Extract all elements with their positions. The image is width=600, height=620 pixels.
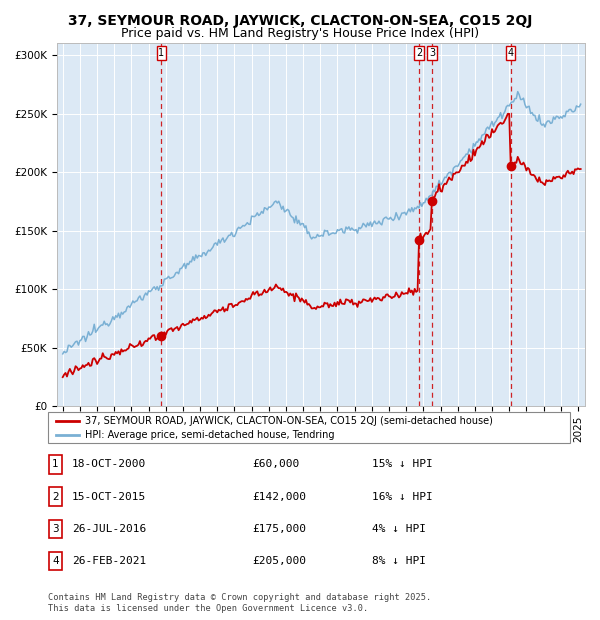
Text: 1: 1 — [158, 48, 164, 58]
Text: HPI: Average price, semi-detached house, Tendring: HPI: Average price, semi-detached house,… — [85, 430, 334, 440]
Text: 3: 3 — [52, 524, 59, 534]
Text: 4: 4 — [508, 48, 514, 58]
Text: £205,000: £205,000 — [252, 556, 306, 566]
Text: 1: 1 — [52, 459, 59, 469]
Text: 37, SEYMOUR ROAD, JAYWICK, CLACTON-ON-SEA, CO15 2QJ (semi-detached house): 37, SEYMOUR ROAD, JAYWICK, CLACTON-ON-SE… — [85, 415, 493, 426]
Text: 18-OCT-2000: 18-OCT-2000 — [72, 459, 146, 469]
Text: 8% ↓ HPI: 8% ↓ HPI — [372, 556, 426, 566]
Text: 4% ↓ HPI: 4% ↓ HPI — [372, 524, 426, 534]
Text: 26-FEB-2021: 26-FEB-2021 — [72, 556, 146, 566]
Text: 2: 2 — [416, 48, 422, 58]
Text: 26-JUL-2016: 26-JUL-2016 — [72, 524, 146, 534]
Text: Price paid vs. HM Land Registry's House Price Index (HPI): Price paid vs. HM Land Registry's House … — [121, 27, 479, 40]
Text: 2: 2 — [52, 492, 59, 502]
Text: 4: 4 — [52, 556, 59, 566]
Text: 15-OCT-2015: 15-OCT-2015 — [72, 492, 146, 502]
Text: 37, SEYMOUR ROAD, JAYWICK, CLACTON-ON-SEA, CO15 2QJ: 37, SEYMOUR ROAD, JAYWICK, CLACTON-ON-SE… — [68, 14, 532, 28]
Text: 3: 3 — [429, 48, 435, 58]
Text: £60,000: £60,000 — [252, 459, 299, 469]
Text: 15% ↓ HPI: 15% ↓ HPI — [372, 459, 433, 469]
Text: £175,000: £175,000 — [252, 524, 306, 534]
Text: £142,000: £142,000 — [252, 492, 306, 502]
Text: Contains HM Land Registry data © Crown copyright and database right 2025.
This d: Contains HM Land Registry data © Crown c… — [48, 593, 431, 613]
Text: 16% ↓ HPI: 16% ↓ HPI — [372, 492, 433, 502]
